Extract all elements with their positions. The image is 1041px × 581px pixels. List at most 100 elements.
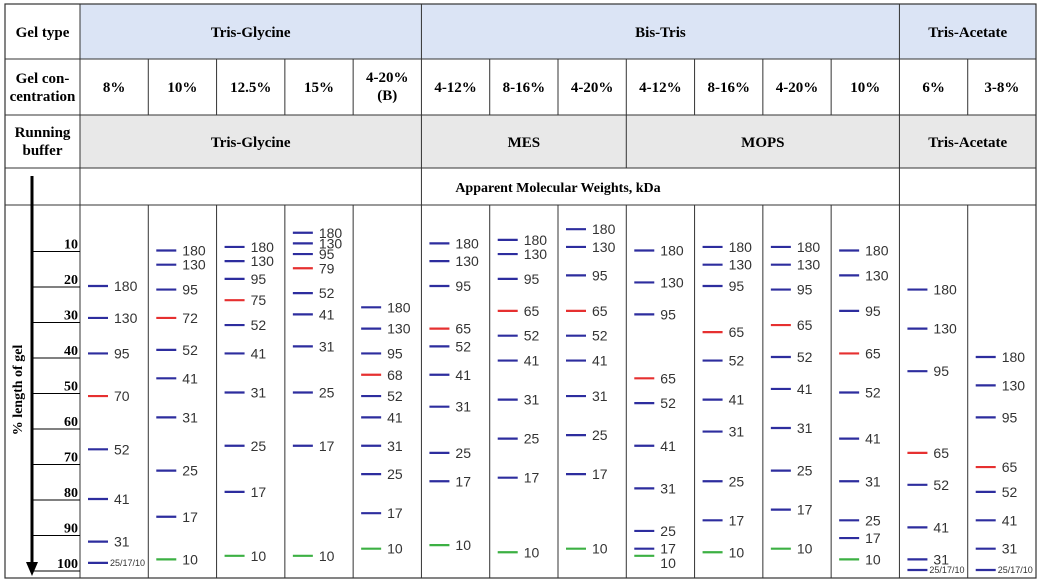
band-label: 65: [933, 445, 949, 461]
header-backgrounds: [80, 4, 1036, 168]
running-buffer-row-bg: [80, 115, 1036, 168]
band-label: 52: [251, 317, 267, 333]
lane-5: 180 130 95 68 52 41 31 25 17 10: [361, 299, 411, 557]
band-label: 130: [455, 253, 479, 269]
band-label: 25: [251, 438, 267, 454]
band-label: 180: [865, 243, 889, 259]
row-label-buffer-1: Running: [15, 125, 71, 141]
concentration-label: 4-20%: [776, 80, 819, 96]
band-label: 41: [729, 392, 745, 408]
band-label: 65: [865, 345, 881, 361]
band-label: 95: [251, 271, 267, 287]
concentration-label: 12.5%: [230, 80, 271, 96]
concentration-label: 4-20%: [571, 80, 614, 96]
band-label: 52: [524, 328, 540, 344]
band-label: 25: [592, 427, 608, 443]
band-label: 95: [592, 267, 608, 283]
gel-type-label: Bis-Tris: [635, 25, 686, 41]
axis-tick-label: 20: [64, 273, 78, 288]
band-label: 52: [387, 388, 403, 404]
band-label: 65: [729, 324, 745, 340]
gel-type-row-bg: [80, 4, 1036, 59]
concentration-label: 8-16%: [707, 80, 750, 96]
buffer-label: MOPS: [741, 135, 784, 151]
band-label: 52: [182, 342, 198, 358]
buffer-label: MES: [508, 135, 541, 151]
band-label: 52: [592, 328, 608, 344]
band-label: 25/17/10: [110, 558, 145, 568]
band-label: 31: [114, 534, 130, 550]
gel-type-label: Tris-Acetate: [928, 25, 1007, 41]
band-label: 130: [387, 321, 411, 337]
band-label: 65: [455, 321, 471, 337]
band-label: 180: [729, 239, 753, 255]
table-border: [4, 3, 1037, 579]
axis-tick-label: 40: [64, 344, 78, 359]
band-label: 41: [865, 431, 881, 447]
gel-length-axis: 10 20 30 40 50 60 70 80 90 100 % length of gel: [11, 176, 80, 576]
buffer-label: Tris-Acetate: [928, 135, 1007, 151]
band-label: 130: [797, 257, 821, 273]
band-label: 17: [387, 505, 403, 521]
band-label: 41: [797, 381, 813, 397]
concentration-label: 15%: [304, 80, 334, 96]
band-label: 25: [455, 445, 471, 461]
band-label: 10: [660, 555, 676, 571]
band-label: 31: [865, 473, 881, 489]
band-label: 25/17/10: [998, 565, 1033, 575]
band-label: 17: [455, 473, 471, 489]
band-label: 31: [319, 338, 335, 354]
concentration-label: 8%: [103, 80, 126, 96]
band-label: 31: [387, 438, 403, 454]
band-label: 95: [114, 345, 130, 361]
axis-tick-label: 70: [64, 451, 78, 466]
band-label: 130: [865, 267, 889, 283]
band-label: 72: [182, 310, 198, 326]
axis-tick-label: 100: [57, 557, 78, 572]
band-label: 31: [524, 392, 540, 408]
concentration-label: 4-20%: [366, 70, 409, 86]
row-label-gel-type: Gel type: [16, 25, 70, 41]
band-label: 65: [797, 317, 813, 333]
band-label: 17: [660, 541, 676, 557]
concentration-label: 4-12%: [434, 80, 477, 96]
band-label: 31: [592, 388, 608, 404]
band-label: 41: [592, 353, 608, 369]
band-label: 65: [524, 303, 540, 319]
table-grid: [4, 3, 1037, 579]
band-label: 52: [729, 353, 745, 369]
band-markers: 180130957052413125/17/101801309572524131…: [88, 221, 1033, 575]
band-label: 10: [797, 541, 813, 557]
band-label: 70: [114, 388, 130, 404]
lane-1: 180 130 95 70 52 41 31 25/17/10: [88, 278, 145, 568]
band-label: 10: [251, 548, 267, 564]
band-label: 95: [797, 282, 813, 298]
buffer-label: Tris-Glycine: [211, 135, 291, 151]
lane-10: 180 130 95 65 52 41 31 25 17 10: [702, 239, 753, 560]
band-label: 130: [1002, 377, 1026, 393]
lane-8: 180 130 95 65 52 41 31 25 17 10: [566, 221, 616, 557]
axis-tick-label: 30: [64, 309, 78, 324]
band-label: 52: [660, 395, 676, 411]
band-label: 10: [319, 548, 335, 564]
band-label: 52: [455, 338, 471, 354]
concentration-label: 10%: [167, 80, 197, 96]
row-label-concentration-1: Gel con-: [16, 71, 70, 87]
band-label: 25/17/10: [929, 565, 964, 575]
band-label: 31: [933, 551, 949, 567]
band-label: 17: [524, 470, 540, 486]
band-label: 41: [455, 367, 471, 383]
band-label: 52: [114, 441, 130, 457]
band-label: 180: [933, 282, 957, 298]
axis-label: % length of gel: [11, 345, 26, 436]
band-label: 180: [660, 243, 684, 259]
band-label: 180: [114, 278, 138, 294]
band-label: 95: [524, 271, 540, 287]
band-label: 25: [797, 463, 813, 479]
band-label: 10: [387, 541, 403, 557]
axis-tick-label: 90: [64, 522, 78, 537]
band-label: 10: [182, 551, 198, 567]
band-label: 41: [1002, 512, 1018, 528]
